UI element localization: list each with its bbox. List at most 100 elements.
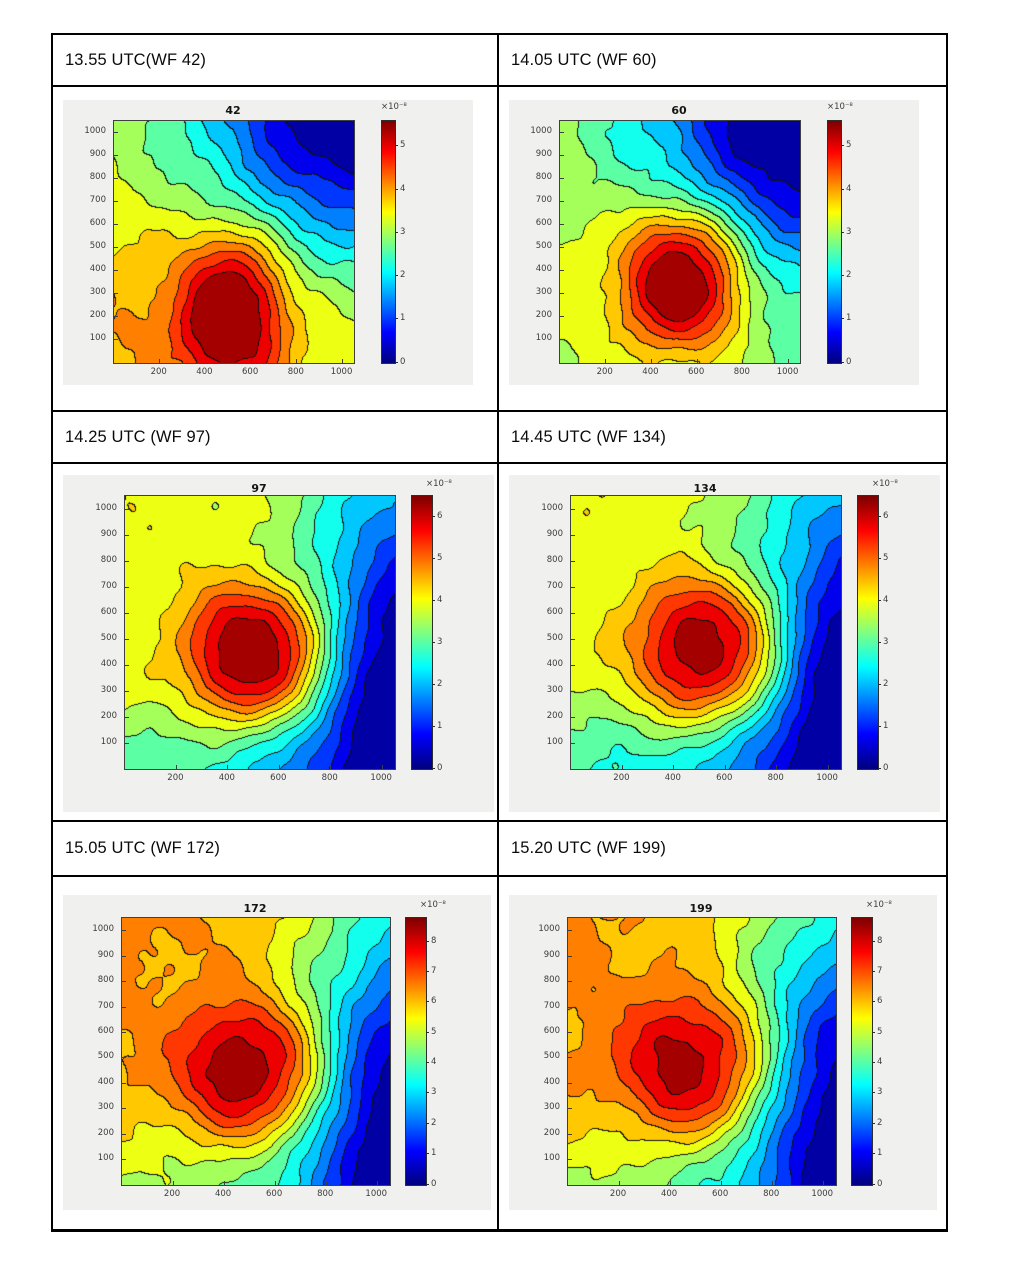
- y-tick-label: 700: [543, 1000, 560, 1011]
- y-tick-label: 100: [97, 1153, 114, 1164]
- y-tick-label: 600: [89, 218, 106, 229]
- colorbar-tick-mark: [395, 361, 398, 363]
- colorbar-tick-mark: [432, 683, 435, 685]
- colorbar-tick-label: 6: [883, 510, 889, 521]
- x-tick-label: 600: [270, 773, 287, 783]
- x-tick-label: 200: [163, 1189, 181, 1199]
- colorbar-tick-label: 4: [846, 183, 852, 194]
- colorbar-tick-mark: [878, 641, 881, 643]
- x-tick-label: 600: [716, 773, 733, 783]
- x-tick-mark: [278, 765, 280, 769]
- figure-cell-wf60: 60 100 200 300 400 500 600 700 800 900 1000 200 40…: [497, 85, 946, 410]
- y-tick-mark: [122, 1082, 126, 1084]
- plot-title: 172: [243, 902, 267, 915]
- colorbar-tick-label: 3: [400, 226, 406, 237]
- colorbar-tick-mark: [872, 1183, 875, 1185]
- x-tick-label: 200: [609, 1189, 627, 1199]
- colorbar-tick-label: 5: [883, 552, 889, 563]
- colorbar-tick-label: 5: [400, 140, 406, 151]
- y-tick-label: 1000: [84, 126, 106, 137]
- x-tick-mark: [175, 765, 177, 769]
- contour-canvas: [125, 496, 395, 769]
- y-tick-label: 900: [535, 149, 552, 160]
- x-tick-mark: [621, 765, 623, 769]
- x-tick-label: 600: [712, 1189, 729, 1199]
- y-tick-mark: [560, 132, 564, 134]
- x-axis-tick-labels: 200 400 600 800 1000: [570, 773, 840, 785]
- figure-cell-wf199: 199 100 200 300 400 500 600 700 800 900 1000 200 4…: [497, 875, 946, 1229]
- caption-text: 15.05 UTC (WF 172): [65, 839, 220, 857]
- y-tick-mark: [114, 316, 118, 318]
- colorbar-tick-label: 1: [883, 720, 889, 731]
- figure-table: 13.55 UTC(WF 42) 14.05 UTC (WF 60) 42 10…: [51, 33, 948, 1232]
- colorbar-tick-mark: [432, 767, 435, 769]
- y-tick-mark: [125, 508, 129, 510]
- y-tick-mark: [568, 1082, 572, 1084]
- y-tick-label: 800: [535, 172, 552, 183]
- y-tick-mark: [122, 1006, 126, 1008]
- colorbar-tick-label: 0: [877, 1178, 883, 1189]
- y-tick-label: 900: [100, 528, 117, 539]
- y-tick-mark: [571, 716, 575, 718]
- y-tick-mark: [571, 612, 575, 614]
- y-tick-label: 300: [97, 1102, 114, 1113]
- colorbar-tick-label: 7: [877, 966, 883, 977]
- y-tick-label: 600: [97, 1025, 114, 1036]
- y-tick-mark: [571, 560, 575, 562]
- colorbar-exponent-label: ×10⁻⁸: [827, 102, 853, 112]
- figure-cell-wf42: 42 100 200 300 400 500 600 700 800 900 1000 200 40…: [53, 85, 497, 410]
- y-tick-label: 1000: [538, 924, 560, 935]
- colorbar-tick-mark: [432, 725, 435, 727]
- colorbar-tick-label: 8: [431, 935, 437, 946]
- colorbar-tick-mark: [841, 145, 844, 147]
- colorbar: [381, 120, 396, 364]
- colorbar-tick-labels: 0 1 2 3 4 5: [400, 120, 424, 366]
- x-tick-label: 400: [214, 1189, 232, 1199]
- plot-axes: [567, 917, 837, 1186]
- y-tick-mark: [571, 586, 575, 588]
- contour-canvas: [122, 918, 390, 1185]
- colorbar-tick-label: 5: [431, 1026, 437, 1037]
- x-tick-label: 1000: [330, 367, 353, 377]
- y-tick-label: 300: [535, 287, 552, 298]
- colorbar-tick-label: 3: [431, 1087, 437, 1098]
- y-tick-label: 700: [546, 580, 563, 591]
- y-tick-mark: [114, 247, 118, 249]
- x-tick-label: 400: [660, 1189, 678, 1199]
- colorbar-tick-label: 6: [431, 996, 437, 1007]
- figure-mount: 97 100 200 300 400 500 600 700 800 900 1000 200 40…: [63, 475, 494, 812]
- y-tick-label: 400: [543, 1076, 560, 1087]
- x-axis-tick-labels: 200 400 600 800 1000: [113, 367, 353, 379]
- figure-cell-wf97: 97 100 200 300 400 500 600 700 800 900 1000 200 40…: [53, 462, 497, 820]
- y-tick-label: 400: [89, 264, 106, 275]
- x-tick-label: 1000: [816, 773, 838, 783]
- figure-mount: 134 100 200 300 400 500 600 700 800 900 1000 200 4…: [509, 475, 940, 812]
- y-tick-mark: [568, 1031, 572, 1033]
- x-tick-label: 600: [242, 367, 259, 377]
- colorbar: [405, 917, 427, 1186]
- x-tick-mark: [696, 359, 698, 363]
- caption-text: 13.55 UTC(WF 42): [65, 50, 206, 69]
- y-tick-label: 900: [89, 149, 106, 160]
- y-tick-label: 300: [100, 684, 117, 695]
- colorbar-tick-label: 2: [400, 270, 406, 281]
- y-tick-mark: [125, 638, 129, 640]
- x-tick-label: 1000: [776, 367, 799, 377]
- y-tick-label: 200: [543, 1127, 560, 1138]
- x-tick-label: 400: [642, 367, 659, 377]
- colorbar-tick-label: 5: [846, 140, 852, 151]
- y-tick-mark: [571, 690, 575, 692]
- y-tick-label: 300: [546, 684, 563, 695]
- contour-canvas: [568, 918, 836, 1185]
- x-tick-mark: [330, 765, 332, 769]
- x-tick-label: 1000: [811, 1189, 834, 1199]
- y-tick-label: 200: [546, 710, 563, 721]
- y-tick-label: 500: [89, 241, 106, 252]
- colorbar-tick-mark: [841, 188, 844, 190]
- y-tick-mark: [560, 155, 564, 157]
- y-tick-label: 500: [100, 632, 117, 643]
- figure-mount: 42 100 200 300 400 500 600 700 800 900 1000 200 40…: [63, 100, 473, 385]
- x-axis-tick-labels: 200 400 600 800 1000: [124, 773, 394, 785]
- y-tick-mark: [125, 690, 129, 692]
